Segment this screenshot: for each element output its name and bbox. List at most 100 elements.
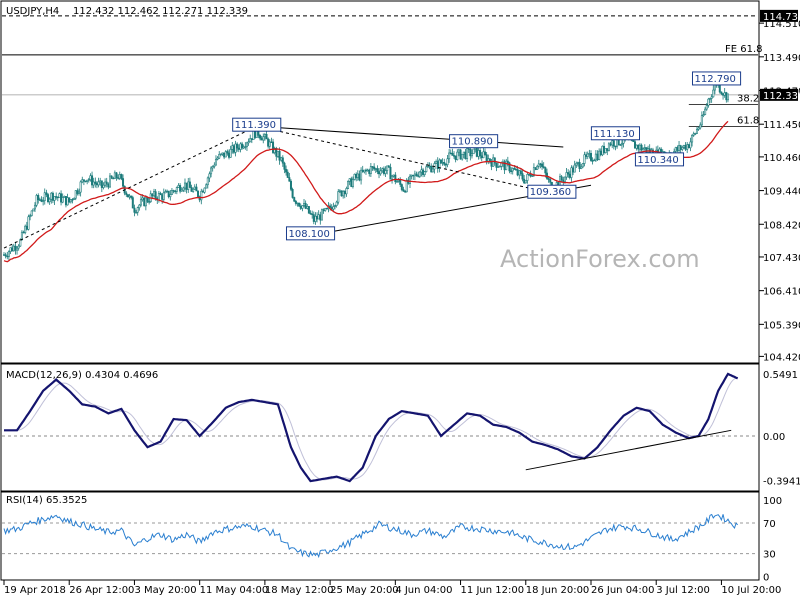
- candle-body: [125, 192, 128, 195]
- candle-body: [521, 173, 524, 180]
- candle-body: [16, 247, 19, 251]
- candle-body: [531, 175, 534, 177]
- candle-body: [299, 205, 302, 209]
- candle-body: [374, 168, 377, 170]
- candle-body: [64, 196, 67, 206]
- candle-body: [415, 173, 418, 176]
- candle-body: [166, 190, 169, 193]
- candle-body: [285, 169, 288, 173]
- candle-body: [188, 181, 191, 188]
- macd-line: [4, 372, 739, 483]
- candle-body: [599, 150, 602, 156]
- candle-body: [29, 215, 32, 218]
- price-tick-label: 111.450: [763, 120, 800, 131]
- candle-body: [413, 173, 416, 177]
- candle-body: [307, 206, 310, 214]
- candle-body: [394, 174, 397, 183]
- candle-body: [560, 176, 563, 181]
- candle-body: [81, 179, 84, 183]
- price-annotation-box: [527, 184, 577, 199]
- candle-body: [144, 197, 147, 207]
- candle-body: [192, 188, 195, 192]
- candle-body: [386, 165, 389, 171]
- price-tick-label: 105.390: [763, 320, 800, 331]
- candle-body: [151, 193, 154, 197]
- candle-body: [329, 205, 332, 208]
- candle-body: [397, 180, 400, 182]
- candle-body: [213, 164, 216, 167]
- candle-body: [609, 143, 612, 146]
- candle-body: [232, 145, 235, 153]
- candle-body: [350, 178, 353, 187]
- candle-body: [139, 199, 142, 206]
- candle-body: [43, 192, 46, 201]
- candle-body: [61, 197, 64, 203]
- price-annotation-label: 111.130: [593, 129, 634, 140]
- candle-body: [462, 151, 465, 155]
- candle-body: [464, 151, 467, 160]
- chart-marks: 114.510113.490112.470111.450110.460109.4…: [2, 9, 800, 596]
- candle-body: [449, 152, 452, 155]
- candle-body: [162, 192, 165, 200]
- candle-body: [567, 172, 570, 175]
- candle-body: [210, 167, 213, 175]
- candle-body: [94, 181, 97, 184]
- candle-body: [497, 166, 500, 168]
- candle-body: [361, 169, 364, 173]
- candle-body: [412, 174, 415, 177]
- candle-body: [228, 152, 231, 158]
- price-annotation-box: [590, 126, 640, 141]
- candle-body: [722, 93, 725, 96]
- candle-body: [224, 151, 227, 158]
- price-tick-label: 106.410: [763, 287, 800, 298]
- candle-body: [699, 124, 702, 129]
- candle-body: [347, 181, 350, 189]
- candle-body: [332, 206, 335, 210]
- candle-body: [9, 247, 12, 252]
- candle-body: [614, 145, 617, 148]
- x-tick-label: 18 Jun 20:00: [526, 585, 590, 596]
- candle-body: [493, 157, 496, 164]
- candle-body: [611, 140, 614, 146]
- candle-body: [33, 204, 36, 210]
- candle-body: [138, 204, 141, 209]
- candle-body: [506, 160, 509, 164]
- candle-body: [687, 144, 690, 149]
- candle-body: [423, 171, 426, 175]
- candle-body: [379, 170, 382, 175]
- price-annotation-box: [634, 152, 685, 167]
- x-tick-label: 3 Jul 12:00: [656, 585, 710, 596]
- candle-body: [593, 159, 596, 162]
- candle-body: [268, 141, 271, 147]
- candle-body: [293, 197, 296, 202]
- candle-body: [286, 171, 289, 178]
- candle-body: [95, 183, 98, 186]
- candle-body: [136, 207, 139, 213]
- candle-body: [682, 144, 685, 148]
- candle-body: [371, 166, 374, 168]
- candle-body: [48, 198, 51, 203]
- candle-body: [409, 175, 412, 184]
- candle-body: [679, 145, 682, 150]
- candle-body: [384, 170, 387, 174]
- candle-body: [340, 190, 343, 197]
- candle-body: [604, 148, 607, 153]
- candle-body: [27, 216, 30, 230]
- candle-body: [373, 166, 376, 170]
- candle-body: [298, 202, 301, 207]
- candle-body: [89, 175, 92, 180]
- candle-body: [280, 157, 283, 161]
- candle-body: [311, 213, 314, 216]
- candle-body: [91, 175, 94, 186]
- candle-body: [241, 143, 244, 149]
- candle-body: [420, 169, 423, 173]
- candle-body: [172, 190, 175, 192]
- candle-body: [692, 133, 695, 136]
- candle-body: [573, 164, 576, 173]
- candle-body: [581, 163, 584, 168]
- candle-body: [37, 195, 40, 201]
- candle-body: [6, 255, 9, 258]
- x-tick-label: 18 May 12:00: [265, 585, 334, 596]
- candle-body: [126, 194, 129, 198]
